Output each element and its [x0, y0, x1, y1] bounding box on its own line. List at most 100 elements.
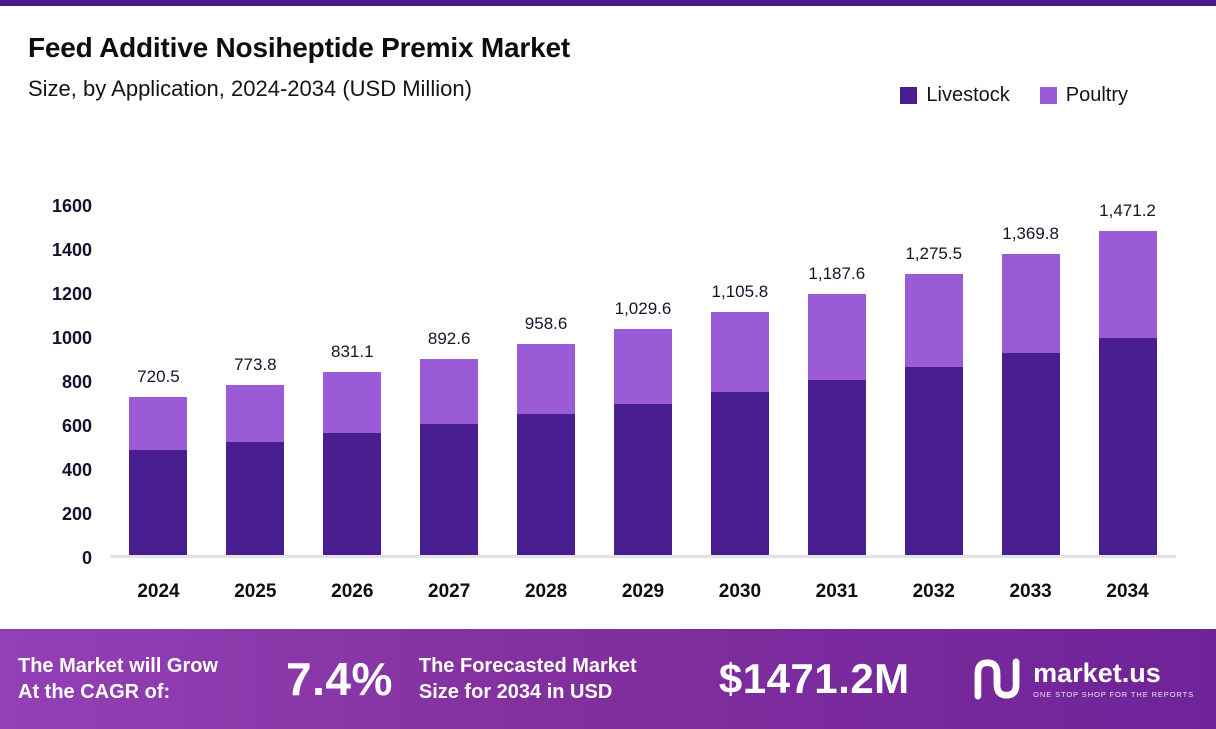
bar-total-label: 773.8 — [234, 354, 277, 374]
bar-total-label: 1,187.6 — [808, 263, 866, 283]
x-tick-label: 2032 — [912, 581, 955, 602]
forecast-caption-line2: Size for 2034 in USD — [418, 681, 613, 703]
x-tick-label: 2025 — [234, 581, 277, 602]
legend-swatch-livestock — [900, 87, 918, 104]
stacked-bar — [129, 396, 188, 555]
forecast-value: $1471.2M — [718, 655, 910, 702]
bar-total-label: 831.1 — [330, 342, 374, 362]
x-tick-label: 2029 — [621, 581, 665, 602]
bar-total-label: 958.6 — [524, 314, 568, 334]
marketus-logo-tagline: ONE STOP SHOP FOR THE REPORTS — [1033, 690, 1194, 700]
stacked-bar — [904, 274, 963, 555]
chart-title: Feed Additive Nosiheptide Premix Market — [28, 32, 570, 63]
chart-subtitle: Size, by Application, 2024-2034 (USD Mil… — [28, 76, 472, 101]
bar-total-label: 1,029.6 — [614, 298, 672, 318]
stacked-bar — [420, 358, 479, 555]
bar-area: 1,471.2 — [1079, 201, 1176, 555]
bar-column: 1,029.6 — [595, 206, 692, 555]
stacked-bar — [613, 328, 672, 555]
cagr-caption: The Market will Grow At the CAGR of: — [18, 653, 286, 705]
bar-segment-poultry — [613, 328, 672, 404]
bar-area: 831.1 — [304, 206, 401, 555]
bar-segment-poultry — [420, 358, 479, 425]
bar-column: 958.6 — [498, 206, 595, 555]
y-axis: 0 200 400 600 800 1000 1200 1400 1600 — [30, 197, 92, 567]
bar-total-label: 892.6 — [427, 328, 471, 348]
stacked-bar — [710, 311, 769, 555]
legend-label-livestock: Livestock — [926, 84, 1010, 106]
bar-segment-livestock — [1001, 353, 1060, 555]
chart-header: Feed Additive Nosiheptide Premix Market … — [28, 32, 570, 102]
cagr-caption-line1: The Market will Grow — [18, 655, 219, 677]
x-tick-label: 2026 — [331, 581, 374, 602]
y-tick-label: 800 — [61, 372, 92, 392]
forecast-caption-line1: The Forecasted Market — [418, 655, 637, 677]
bar-column: 1,187.6 — [788, 206, 885, 555]
x-tick-label: 2033 — [1009, 581, 1052, 602]
bar-total-label: 1,471.2 — [1099, 201, 1156, 221]
bar-segment-poultry — [129, 396, 188, 450]
y-tick-label: 200 — [61, 504, 92, 524]
bar-segment-livestock — [226, 441, 285, 555]
y-tick-label: 600 — [61, 416, 92, 436]
stacked-bar — [1001, 253, 1060, 555]
legend-item-poultry: Poultry — [1039, 84, 1128, 107]
x-axis: 2024 2025 2026 2027 2028 2029 2030 2031 2032 2033… — [110, 581, 1176, 603]
bar-area: 1,275.5 — [885, 206, 982, 555]
bar-segment-livestock — [710, 392, 769, 555]
legend-label-poultry: Poultry — [1065, 84, 1128, 106]
bar-segment-livestock — [420, 424, 479, 555]
y-tick-label: 400 — [61, 460, 92, 480]
bar-total-label: 720.5 — [137, 366, 180, 386]
bar-segment-livestock — [129, 449, 188, 555]
bar-segment-poultry — [710, 311, 769, 393]
legend-swatch-poultry — [1039, 87, 1057, 104]
bar-column: 720.5 — [110, 206, 207, 555]
bar-column: 831.1 — [304, 206, 401, 555]
x-tick-label: 2031 — [815, 581, 858, 602]
bar-total-label: 1,105.8 — [711, 281, 769, 301]
bar-area: 773.8 — [207, 206, 304, 555]
y-tick-label: 0 — [81, 548, 92, 568]
y-tick-label: 1200 — [51, 284, 92, 304]
bar-area: 1,369.8 — [982, 206, 1079, 555]
x-tick-label: 2030 — [718, 581, 762, 602]
forecast-caption: The Forecasted Market Size for 2034 in U… — [419, 653, 719, 705]
cagr-value: 7.4% — [286, 653, 393, 705]
x-tick-label: 2028 — [524, 581, 568, 602]
bar-segment-poultry — [323, 372, 382, 434]
bar-column: 1,105.8 — [691, 206, 788, 555]
x-tick-label: 2034 — [1106, 581, 1149, 602]
bar-segment-poultry — [904, 274, 963, 367]
stacked-bar — [517, 344, 576, 555]
bar-segment-poultry — [1001, 253, 1060, 354]
marketus-logo-icon — [974, 658, 1020, 700]
bar-column: 1,471.2 — [1079, 201, 1176, 555]
bar-segment-poultry — [1098, 231, 1157, 339]
bar-column: 773.8 — [207, 206, 304, 555]
cagr-caption-line2: At the CAGR of: — [18, 681, 171, 703]
bar-segment-livestock — [613, 403, 672, 555]
bar-segment-livestock — [807, 380, 866, 555]
bar-segment-livestock — [517, 414, 576, 555]
bar-area: 892.6 — [401, 206, 498, 555]
stacked-bar — [323, 372, 382, 555]
legend: Livestock Poultry — [900, 84, 1128, 107]
bar-segment-livestock — [904, 366, 963, 555]
y-tick-label: 1400 — [51, 240, 92, 260]
bar-segment-livestock — [323, 433, 382, 555]
legend-item-livestock: Livestock — [900, 84, 1010, 107]
bar-segment-poultry — [226, 384, 285, 442]
footer-banner: The Market will Grow At the CAGR of: 7.4… — [0, 629, 1216, 729]
stacked-bar — [1098, 231, 1157, 555]
x-tick-label: 2024 — [137, 581, 180, 602]
bar-segment-poultry — [517, 344, 576, 415]
bar-column: 1,369.8 — [982, 206, 1079, 555]
marketus-logo-textblock: market.us ONE STOP SHOP FOR THE REPORTS — [1033, 658, 1194, 700]
bar-column: 892.6 — [401, 206, 498, 555]
bar-total-label: 1,275.5 — [905, 244, 963, 264]
bar-column: 1,275.5 — [885, 206, 982, 555]
stacked-bar — [807, 293, 866, 555]
bar-segment-poultry — [807, 293, 866, 381]
